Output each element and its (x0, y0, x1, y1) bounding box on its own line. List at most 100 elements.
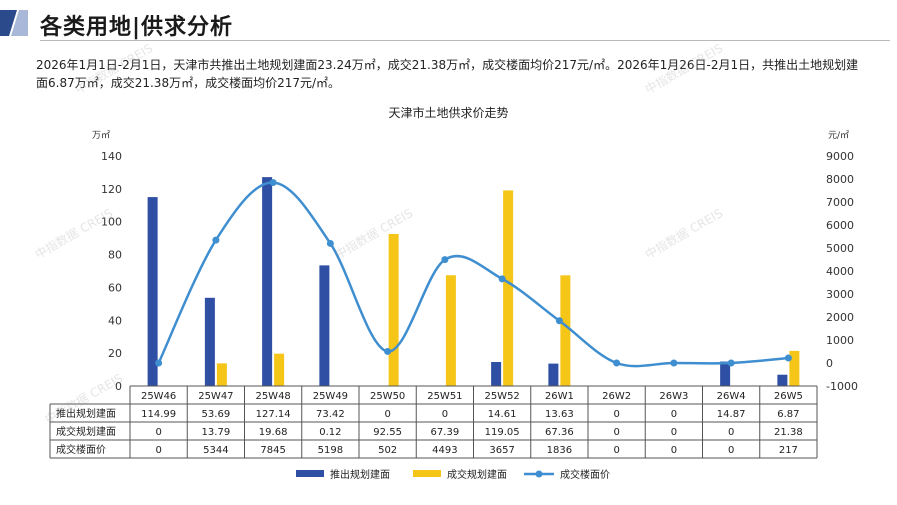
x-tick-label: 26W3 (659, 391, 688, 402)
table-cell: 0 (155, 445, 161, 456)
table-cell: 5198 (318, 445, 343, 456)
table-cell: 119.05 (485, 427, 520, 438)
price-point (613, 359, 621, 367)
price-point (670, 359, 678, 367)
bar-supply (777, 374, 788, 386)
x-tick-label: 25W51 (427, 391, 462, 402)
y-right-tick: 3000 (826, 288, 854, 301)
x-tick-label: 25W46 (141, 391, 176, 402)
table-cell: 0 (728, 427, 734, 438)
table-cell: 0 (613, 445, 619, 456)
y-left-tick: 60 (108, 281, 122, 294)
y-right-tick: 5000 (826, 242, 854, 255)
price-point (784, 354, 792, 362)
table-cell: 114.99 (141, 409, 176, 420)
y-left-tick: 40 (108, 314, 122, 327)
table-cell: 0 (671, 427, 677, 438)
y-left-tick: 120 (101, 183, 122, 196)
table-cell: 14.87 (717, 409, 746, 420)
bar-deal (274, 353, 285, 386)
table-cell: 67.36 (545, 427, 574, 438)
bar-supply (319, 265, 330, 386)
y-left-tick: 100 (101, 216, 122, 229)
y-left-unit: 万㎡ (92, 130, 110, 141)
header-divider (40, 40, 890, 41)
bar-deal (560, 275, 571, 386)
table-cell: 0 (728, 445, 734, 456)
legend-label-price: 成交楼面价 (560, 468, 610, 481)
legend-label-deal: 成交规划建面 (447, 468, 507, 481)
y-right-tick: 4000 (826, 265, 854, 278)
x-tick-label: 26W2 (602, 391, 631, 402)
table-row-label: 推出规划建面 (56, 407, 116, 420)
table-cell: 0 (442, 409, 448, 420)
bar-supply (204, 297, 215, 386)
x-tick-label: 25W48 (255, 391, 290, 402)
bar-supply (262, 177, 273, 386)
corner-mark (0, 10, 28, 36)
bar-deal (503, 190, 514, 386)
table-cell: 0 (155, 427, 161, 438)
x-tick-label: 25W49 (313, 391, 348, 402)
table-cell: 217 (779, 445, 798, 456)
price-line (157, 181, 789, 368)
x-tick-label: 25W47 (198, 391, 233, 402)
y-right-tick: 6000 (826, 219, 854, 232)
table-cell: 4493 (432, 445, 457, 456)
bar-deal (789, 350, 800, 386)
table-cell: 6.87 (777, 409, 799, 420)
y-right-tick: 9000 (826, 150, 854, 163)
bar-supply (720, 361, 731, 386)
section-title: 各类用地|供求分析 (40, 15, 234, 40)
table-cell: 0 (671, 409, 677, 420)
x-tick-label: 25W52 (484, 391, 519, 402)
table-cell: 0 (384, 409, 390, 420)
table-cell: 13.63 (545, 409, 574, 420)
price-point (269, 179, 277, 187)
table-cell: 73.42 (316, 409, 345, 420)
y-right-tick: -1000 (826, 380, 858, 393)
intro-paragraph: 2026年1月1日-2月1日，天津市共推出土地规划建面23.24万㎡，成交21.… (36, 58, 859, 90)
table-cell: 67.39 (431, 427, 460, 438)
y-left-tick: 0 (115, 380, 122, 393)
bar-supply (548, 363, 559, 386)
price-point (441, 256, 449, 264)
bar-deal (445, 275, 456, 386)
table-cell: 0 (671, 445, 677, 456)
price-point (498, 275, 506, 283)
price-point (727, 359, 735, 367)
table-cell: 502 (378, 445, 397, 456)
table-cell: 53.69 (202, 409, 231, 420)
chart-title: 天津市土地供求价走势 (388, 106, 509, 120)
price-point (555, 317, 563, 325)
price-point (384, 347, 392, 355)
y-left-tick: 20 (108, 347, 122, 360)
table-cell: 127.14 (256, 409, 291, 420)
y-left-tick: 140 (101, 150, 122, 163)
table-cell: 0 (613, 427, 619, 438)
x-tick-label: 25W50 (370, 391, 405, 402)
y-right-tick: 2000 (826, 311, 854, 324)
legend-swatch-deal (413, 470, 441, 477)
y-right-unit: 元/㎡ (828, 130, 849, 141)
table-cell: 5344 (203, 445, 228, 456)
legend-swatch-supply (296, 470, 324, 477)
x-tick-label: 26W1 (545, 391, 574, 402)
y-right-tick: 0 (826, 357, 833, 370)
bar-deal (216, 363, 227, 386)
table-cell: 21.38 (774, 427, 803, 438)
y-right-tick: 8000 (826, 173, 854, 186)
table-cell: 13.79 (202, 427, 231, 438)
table-cell: 92.55 (373, 427, 402, 438)
y-right-tick: 1000 (826, 334, 854, 347)
x-tick-label: 26W4 (717, 391, 746, 402)
legend-swatch-price-dot (535, 470, 543, 478)
table-cell: 3657 (489, 445, 514, 456)
y-left-tick: 80 (108, 249, 122, 262)
table-cell: 1836 (547, 445, 572, 456)
price-point (212, 236, 220, 244)
table-cell: 14.61 (488, 409, 517, 420)
legend-label-supply: 推出规划建面 (330, 468, 390, 481)
table-cell: 0.12 (319, 427, 341, 438)
